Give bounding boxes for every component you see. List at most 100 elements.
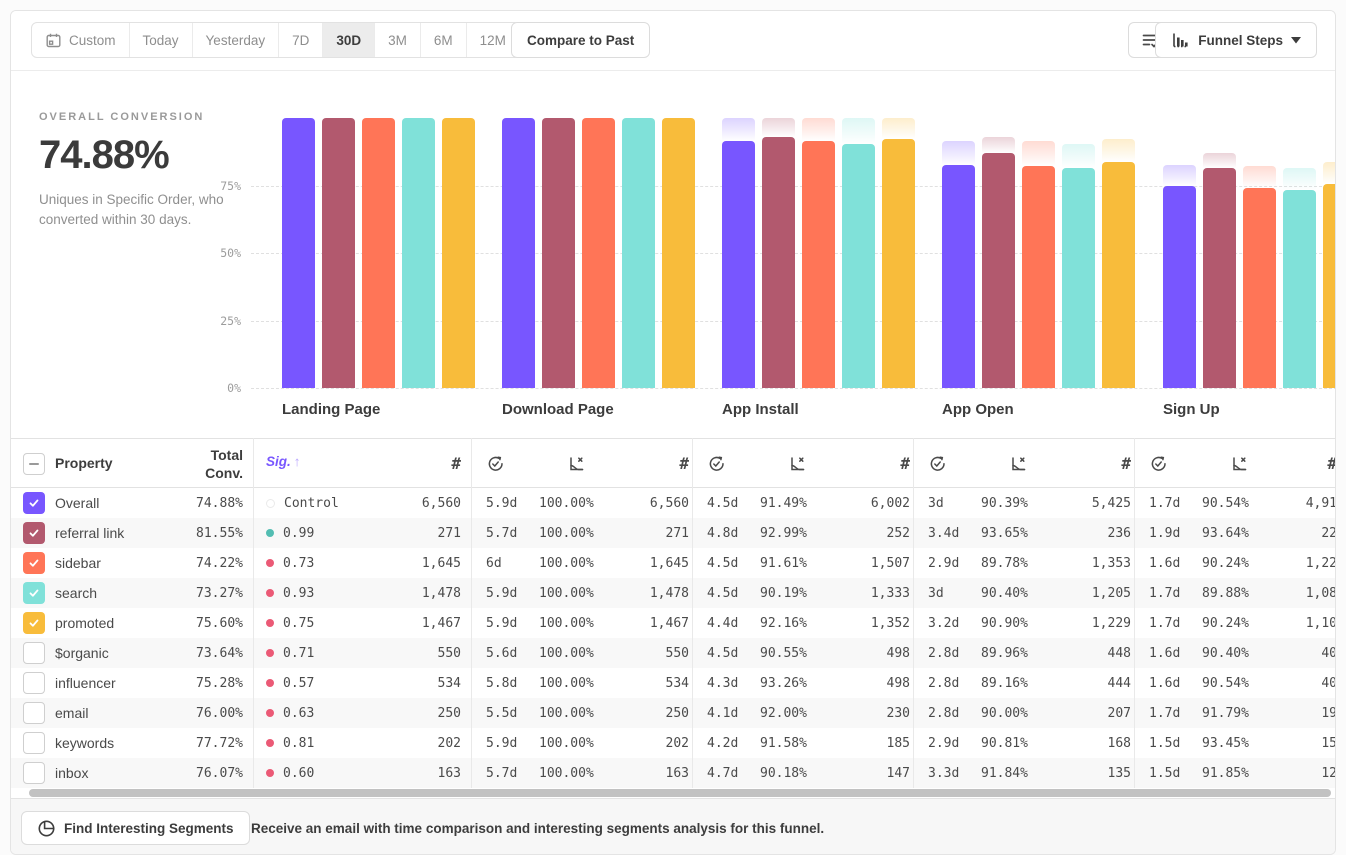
total-conversion-value: 76.07% <box>196 765 243 781</box>
y-axis-tick-label: 75% <box>220 178 241 193</box>
bar-promoted-Landing-Page[interactable] <box>442 118 475 388</box>
step-count: 19 <box>1321 705 1336 721</box>
bar-Overall-App-Install[interactable] <box>722 140 755 388</box>
bar-promoted-Sign-Up[interactable] <box>1323 183 1335 388</box>
count-column-header[interactable]: # <box>679 453 689 473</box>
bar-promoted-Download-Page[interactable] <box>662 118 695 388</box>
table-row-inbox[interactable]: inbox 76.07% 0.60 163 5.7d 100.00% 163 4.7d 90.1… <box>11 758 1335 788</box>
sig-negative-dot <box>266 649 274 657</box>
step-conversion-rate: 90.54% <box>1202 675 1249 691</box>
conversion-rate-column-header[interactable] <box>1009 453 1028 473</box>
count-column-header[interactable]: # <box>1121 453 1131 473</box>
bar-sidebar-Download-Page[interactable] <box>582 118 615 388</box>
row-checkbox-unchecked[interactable] <box>23 732 45 754</box>
bar-Overall-Download-Page[interactable] <box>502 118 535 388</box>
step-count: 163 <box>437 765 461 781</box>
view-selector-button[interactable]: Funnel Steps <box>1155 22 1317 58</box>
column-group-divider <box>913 438 914 788</box>
bar-Overall-Landing-Page[interactable] <box>282 118 315 388</box>
time-to-convert-column-header[interactable] <box>707 453 726 473</box>
date-range-6m[interactable]: 6M <box>421 23 467 57</box>
table-row-email[interactable]: email 76.00% 0.63 250 5.5d 100.00% 250 4.1d 92.0… <box>11 698 1336 728</box>
bar-promoted-App-Open[interactable] <box>1102 161 1135 388</box>
time-to-convert-column-header[interactable] <box>1149 453 1168 473</box>
bar-sidebar-Landing-Page[interactable] <box>362 118 395 388</box>
bar-sidebar-App-Install[interactable] <box>802 140 835 388</box>
step-count: 252 <box>886 525 910 541</box>
step-count: 1,478 <box>421 585 461 601</box>
row-checkbox-checked[interactable] <box>23 552 45 574</box>
table-row-Overall[interactable]: Overall 74.88% Control 6,560 5.9d 100.00% 6,56… <box>11 488 1335 518</box>
compare-to-past-button[interactable]: Compare to Past <box>511 22 651 58</box>
conversion-rate-column-header[interactable] <box>1230 453 1249 473</box>
table-row-search[interactable]: search 73.27% 0.93 1,478 5.9d 100.00% 1,478 4.5… <box>11 578 1335 608</box>
step-time: 4.5d <box>707 645 739 661</box>
date-range-custom[interactable]: Custom <box>32 23 130 57</box>
table-row-promoted[interactable]: promoted 75.60% 0.75 1,467 5.9d 100.00% 1,467 4… <box>11 608 1335 638</box>
count-column-header[interactable]: # <box>900 453 910 473</box>
row-checkbox-checked[interactable] <box>23 582 45 604</box>
row-checkbox-checked[interactable] <box>23 522 45 544</box>
property-column-header[interactable]: Property <box>55 455 113 471</box>
bar-search-Download-Page[interactable] <box>622 118 655 388</box>
bar-search-Sign-Up[interactable] <box>1283 190 1316 388</box>
time-to-convert-column-header[interactable] <box>928 453 947 473</box>
step-conversion-rate: 93.64% <box>1202 525 1249 541</box>
find-interesting-segments-button[interactable]: Find Interesting Segments <box>21 811 250 845</box>
time-to-convert-column-header[interactable] <box>486 453 505 473</box>
step-count: 5,425 <box>1091 495 1131 511</box>
funnel-report-card: Custom Today Yesterday 7D 30D 3M 6M 12M Compare… <box>10 10 1336 855</box>
date-range-7d[interactable]: 7D <box>279 23 324 57</box>
row-checkbox-unchecked[interactable] <box>23 672 45 694</box>
date-range-yesterday[interactable]: Yesterday <box>193 23 280 57</box>
row-checkbox-unchecked[interactable] <box>23 642 45 664</box>
drop-off-ghost-bar <box>802 118 835 141</box>
select-all-checkbox[interactable] <box>23 453 45 475</box>
step-count: 498 <box>886 675 910 691</box>
bar-Overall-Sign-Up[interactable] <box>1163 185 1196 388</box>
bar-search-App-Install[interactable] <box>842 144 875 388</box>
count-column-header[interactable]: # <box>1327 453 1335 473</box>
sig-negative-dot <box>266 619 274 627</box>
bar-search-App-Open[interactable] <box>1062 167 1095 388</box>
bar-sidebar-App-Open[interactable] <box>1022 165 1055 388</box>
total-conversion-column-header[interactable]: Total Conv. <box>205 447 243 481</box>
horizontal-scrollbar-thumb[interactable] <box>29 789 1331 797</box>
table-row-organic[interactable]: $organic 73.64% 0.71 550 5.6d 100.00% 550 4.5d 9… <box>11 638 1335 668</box>
row-checkbox-unchecked[interactable] <box>23 762 45 784</box>
row-checkbox-unchecked[interactable] <box>23 702 45 724</box>
segments-icon <box>37 819 56 838</box>
conversion-rate-column-header[interactable] <box>788 453 807 473</box>
count-column-header[interactable]: # <box>451 453 461 473</box>
table-row-keywords[interactable]: keywords 77.72% 0.81 202 5.9d 100.00% 202 4.2d 9… <box>11 728 1335 758</box>
table-row-influencer[interactable]: influencer 75.28% 0.57 534 5.8d 100.00% 534 4.3… <box>11 668 1335 698</box>
gridline-0% <box>251 388 1335 389</box>
bar-promoted-App-Install[interactable] <box>882 139 915 388</box>
table-row-referral-link[interactable]: referral link 81.55% 0.99 271 5.7d 100.00% 271… <box>11 518 1335 548</box>
bar-search-Landing-Page[interactable] <box>402 118 435 388</box>
date-range-12m[interactable]: 12M <box>479 32 506 48</box>
step-conversion-rate: 90.00% <box>981 705 1028 721</box>
bar-Overall-App-Open[interactable] <box>942 164 975 388</box>
row-checkbox-checked[interactable] <box>23 492 45 514</box>
bar-referral-link-Landing-Page[interactable] <box>322 118 355 388</box>
property-name: inbox <box>55 765 89 781</box>
step-time: 1.5d <box>1149 735 1181 751</box>
bar-referral-link-Download-Page[interactable] <box>542 118 575 388</box>
bar-referral-link-App-Install[interactable] <box>762 136 795 388</box>
date-range-30d[interactable]: 30D <box>323 23 376 57</box>
bar-sidebar-Sign-Up[interactable] <box>1243 187 1276 388</box>
sig-negative-dot <box>266 589 274 597</box>
step-time: 4.2d <box>707 735 739 751</box>
bar-referral-link-App-Open[interactable] <box>982 152 1015 388</box>
significance-column-header[interactable]: Sig. ↑ <box>266 454 301 469</box>
conversion-rate-column-header[interactable] <box>567 453 586 473</box>
date-range-today[interactable]: Today <box>130 23 193 57</box>
step-time: 4.5d <box>707 555 739 571</box>
table-row-sidebar[interactable]: sidebar 74.22% 0.73 1,645 6d 100.00% 1,645 4.5d… <box>11 548 1335 578</box>
step-conversion-rate: 91.85% <box>1202 765 1249 781</box>
step-time: 1.7d <box>1149 615 1181 631</box>
bar-referral-link-Sign-Up[interactable] <box>1203 167 1236 388</box>
row-checkbox-checked[interactable] <box>23 612 45 634</box>
date-range-3m[interactable]: 3M <box>375 23 421 57</box>
